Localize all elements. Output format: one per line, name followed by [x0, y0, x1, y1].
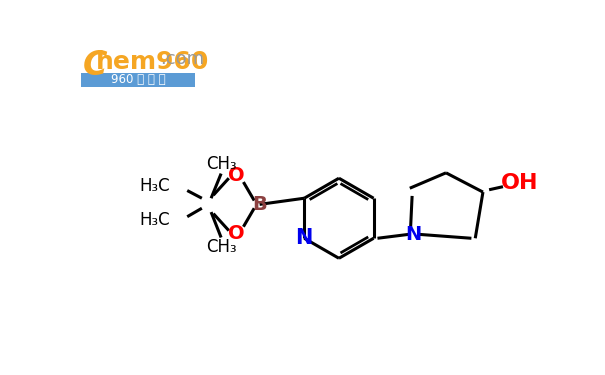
Text: 960 化 工 网: 960 化 工 网: [111, 73, 165, 86]
Text: .com: .com: [160, 50, 204, 68]
Text: N: N: [296, 228, 313, 248]
Text: H₃C: H₃C: [140, 211, 170, 229]
Text: O: O: [228, 224, 245, 243]
Text: B: B: [252, 195, 267, 214]
Text: OH: OH: [501, 173, 538, 193]
Text: C: C: [82, 49, 107, 82]
FancyBboxPatch shape: [81, 73, 195, 87]
Text: O: O: [228, 166, 245, 184]
Text: CH₃: CH₃: [206, 238, 237, 256]
Text: hem960: hem960: [96, 50, 209, 74]
Text: CH₃: CH₃: [206, 155, 237, 173]
Text: H₃C: H₃C: [140, 177, 170, 195]
Text: N: N: [405, 225, 422, 244]
